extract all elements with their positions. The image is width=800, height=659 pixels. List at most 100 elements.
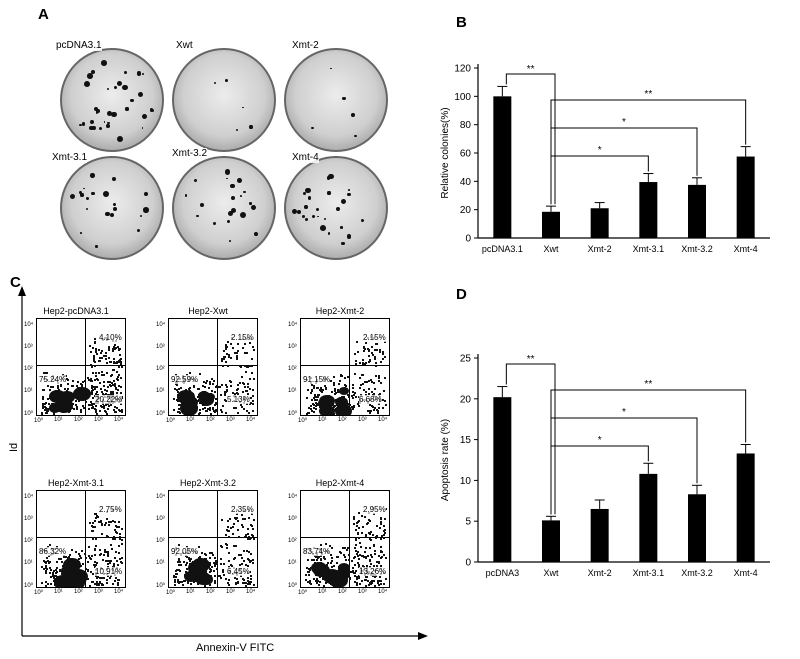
event-dot <box>242 578 245 581</box>
event-dot <box>337 566 340 569</box>
event-dot <box>335 399 338 402</box>
colony-spot <box>342 96 347 101</box>
significance-label: * <box>598 435 602 446</box>
flow-y-tick: 10² <box>288 366 297 372</box>
event-dot <box>91 389 94 392</box>
event-dot <box>357 395 360 398</box>
event-dot <box>338 575 341 578</box>
colony-spot <box>112 203 117 207</box>
flow-panel-title: Hep2-Xwt <box>188 306 228 316</box>
event-dot <box>98 371 101 374</box>
quadrant-percentage: 6.68% <box>359 395 382 404</box>
event-dot <box>367 554 370 557</box>
x-tick-label: Xmt-2 <box>588 568 612 578</box>
event-dot <box>319 407 322 410</box>
event-dot <box>110 374 113 377</box>
event-dot <box>196 405 199 408</box>
colony-spot <box>144 191 149 196</box>
x-tick-label: Xwt <box>543 244 559 254</box>
flow-y-tick: 10⁴ <box>24 494 34 500</box>
event-dot <box>60 400 63 403</box>
event-dot <box>198 545 201 548</box>
event-dot <box>352 572 355 575</box>
event-dot <box>178 582 181 585</box>
event-dot <box>97 379 100 382</box>
event-dot <box>194 561 197 564</box>
event-dot <box>316 399 319 402</box>
event-dot <box>250 525 253 528</box>
event-dot <box>64 580 67 583</box>
event-dot <box>384 577 387 580</box>
event-dot <box>100 519 103 522</box>
event-dot <box>68 399 71 402</box>
flow-y-tick: 10¹ <box>24 560 33 566</box>
event-dot <box>52 574 55 577</box>
event-dot <box>238 554 241 557</box>
colony-spot <box>213 81 217 85</box>
y-tick-label: 40 <box>460 177 472 188</box>
event-dot <box>93 386 96 389</box>
event-dot <box>376 534 379 537</box>
colony-spot <box>143 207 149 213</box>
event-dot <box>41 412 44 415</box>
event-dot <box>370 581 373 584</box>
x-tick-label: Xmt-4 <box>734 244 758 254</box>
event-dot <box>307 389 310 392</box>
event-dot <box>328 545 331 548</box>
event-dot <box>114 348 116 351</box>
flow-y-ticks: 10⁰ 10¹ 10² 10³ 10⁴ <box>24 490 36 589</box>
event-dot <box>225 546 228 549</box>
event-dot <box>308 582 311 585</box>
event-dot <box>214 402 217 405</box>
colony-spot <box>138 92 144 98</box>
event-dot <box>100 351 103 354</box>
event-dot <box>321 401 324 403</box>
event-dot <box>251 400 254 403</box>
event-dot <box>235 516 238 519</box>
event-dot <box>212 408 215 411</box>
event-dot <box>366 409 369 412</box>
event-dot <box>252 395 255 397</box>
event-dot <box>84 568 87 571</box>
event-dot <box>96 515 99 518</box>
event-dot <box>76 571 79 574</box>
event-dot <box>107 554 110 557</box>
event-dot <box>251 365 254 368</box>
bar <box>736 156 755 238</box>
event-dot <box>99 521 102 524</box>
event-dot <box>329 581 332 584</box>
event-dot <box>222 364 225 367</box>
event-dot <box>68 411 71 414</box>
event-dot <box>87 577 90 580</box>
event-dot <box>320 557 323 560</box>
event-dot <box>114 386 117 389</box>
quadrant-percentage: 91.15% <box>303 375 331 384</box>
event-dot <box>248 387 251 390</box>
event-dot <box>89 363 92 366</box>
flow-y-tick: 10⁴ <box>288 322 298 328</box>
event-dot <box>354 571 357 574</box>
event-dot <box>90 385 93 388</box>
x-tick-label: Xmt-4 <box>734 568 758 578</box>
event-dot <box>222 562 225 565</box>
colony-spot <box>105 211 110 217</box>
flow-y-tick: 10⁰ <box>288 411 298 417</box>
event-dot <box>93 359 96 362</box>
event-dot <box>237 582 240 585</box>
flow-panel: Hep2-Xmt-2 2.15% 91.15% 6.68% 10⁰ 10¹ 10² 10³ 10… <box>288 306 392 432</box>
event-dot <box>179 581 182 584</box>
colony-spot <box>327 191 331 195</box>
event-dot <box>348 559 351 562</box>
event-dot <box>70 582 73 585</box>
colony-spot <box>324 217 327 220</box>
event-dot <box>110 559 113 562</box>
event-dot <box>369 583 372 586</box>
event-dot <box>248 582 251 585</box>
event-dot <box>315 403 318 406</box>
event-dot <box>354 536 357 539</box>
event-dot <box>376 409 379 412</box>
event-dot <box>198 571 201 574</box>
event-dot <box>89 521 92 524</box>
event-dot <box>104 548 107 551</box>
event-dot <box>235 355 238 358</box>
